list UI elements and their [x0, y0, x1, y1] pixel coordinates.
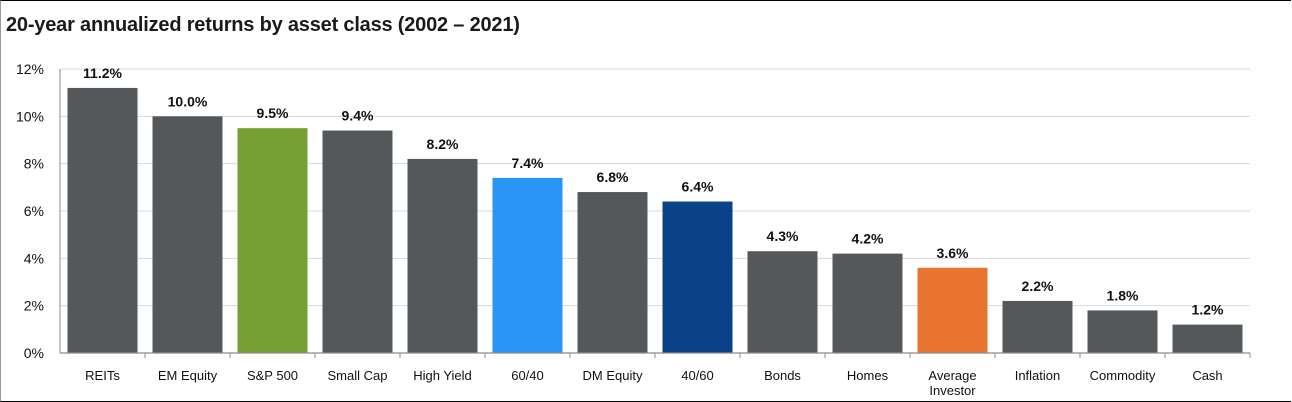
- bar: [917, 267, 988, 353]
- category-label: Commodity: [1090, 368, 1156, 383]
- category-label: Inflation: [1015, 368, 1061, 383]
- y-tick-label: 0%: [24, 345, 44, 361]
- category-label: Investor: [929, 383, 976, 398]
- data-label: 4.2%: [852, 231, 884, 247]
- bar: [747, 251, 818, 353]
- bar: [237, 128, 308, 353]
- data-label: 10.0%: [168, 93, 208, 109]
- data-label: 7.4%: [512, 155, 544, 171]
- category-label: Bonds: [764, 368, 801, 383]
- bar: [832, 253, 903, 353]
- y-tick-label: 6%: [24, 203, 44, 219]
- y-tick-label: 4%: [24, 250, 44, 266]
- bar: [322, 130, 393, 353]
- chart-title: 20-year annualized returns by asset clas…: [6, 14, 520, 36]
- bar: [1172, 324, 1243, 353]
- data-label: 11.2%: [83, 65, 122, 81]
- bar: [1002, 300, 1073, 353]
- bar: [662, 201, 733, 353]
- category-label: DM Equity: [583, 368, 643, 383]
- data-label: 2.2%: [1022, 278, 1054, 294]
- category-label: High Yield: [413, 368, 472, 383]
- data-label: 3.6%: [937, 245, 969, 261]
- data-label: 9.4%: [342, 108, 374, 124]
- category-label: 40/60: [681, 368, 714, 383]
- bar: [1087, 310, 1158, 353]
- category-label: Small Cap: [328, 368, 388, 383]
- bar: [492, 177, 563, 353]
- category-label: Cash: [1192, 368, 1222, 383]
- category-label: S&P 500: [247, 368, 298, 383]
- y-tick-label: 10%: [16, 108, 44, 124]
- category-label: Homes: [847, 368, 889, 383]
- data-label: 9.5%: [257, 105, 289, 121]
- bar: [577, 192, 648, 353]
- bar: [152, 116, 223, 353]
- bar: [67, 87, 138, 353]
- data-label: 6.8%: [597, 169, 629, 185]
- data-label: 1.2%: [1192, 302, 1224, 318]
- category-label: 60/40: [511, 368, 544, 383]
- bar: [407, 158, 478, 353]
- category-label: EM Equity: [158, 368, 218, 383]
- data-label: 4.3%: [767, 228, 799, 244]
- y-tick-label: 12%: [16, 61, 44, 77]
- data-label: 1.8%: [1107, 287, 1139, 303]
- category-label: Average: [928, 368, 976, 383]
- category-label: REITs: [85, 368, 120, 383]
- y-tick-label: 8%: [24, 156, 44, 172]
- data-label: 8.2%: [427, 136, 459, 152]
- data-label: 6.4%: [682, 179, 714, 195]
- y-tick-label: 2%: [24, 298, 44, 314]
